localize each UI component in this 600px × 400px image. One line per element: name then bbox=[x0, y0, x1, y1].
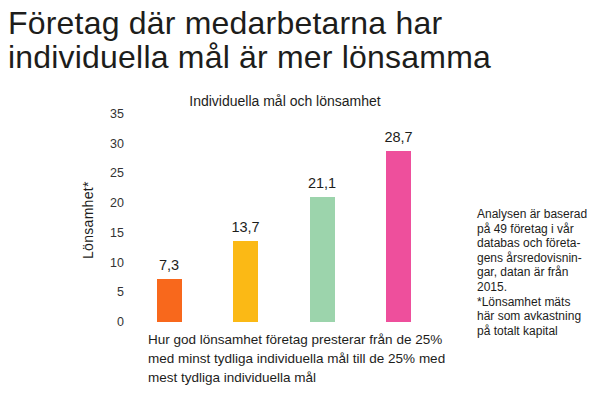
bar-1 bbox=[157, 279, 182, 322]
y-tick-label: 15 bbox=[96, 226, 124, 240]
analysis-footnote: Analysen är baserad på 49 företag i vår … bbox=[477, 207, 597, 338]
page-title: Företag där medarbetarna har individuell… bbox=[8, 6, 528, 74]
y-tick-label: 0 bbox=[96, 315, 124, 329]
x-axis-caption: Hur god lönsamhet företag presterar från… bbox=[148, 330, 478, 387]
y-tick-label: 25 bbox=[96, 166, 124, 180]
chart-title: Individuella mål och lönsamhet bbox=[130, 93, 440, 109]
bar-value-label: 7,3 bbox=[139, 257, 199, 273]
page: Företag där medarbetarna har individuell… bbox=[0, 0, 600, 400]
y-tick-label: 20 bbox=[96, 196, 124, 210]
y-tick-label: 5 bbox=[96, 285, 124, 299]
y-tick-label: 10 bbox=[96, 256, 124, 270]
bar-value-label: 28,7 bbox=[369, 129, 429, 145]
bar-2 bbox=[233, 241, 258, 322]
y-tick-label: 30 bbox=[96, 137, 124, 151]
bar-3 bbox=[310, 197, 335, 322]
bar-chart: 7,3 13,7 21,1 28,7 bbox=[135, 114, 435, 322]
bar-value-label: 13,7 bbox=[216, 219, 276, 235]
bar-value-label: 21,1 bbox=[292, 175, 352, 191]
y-axis-ticks: 35302520151050 bbox=[96, 114, 124, 322]
bar-4 bbox=[386, 151, 411, 322]
y-tick-label: 35 bbox=[96, 107, 124, 121]
